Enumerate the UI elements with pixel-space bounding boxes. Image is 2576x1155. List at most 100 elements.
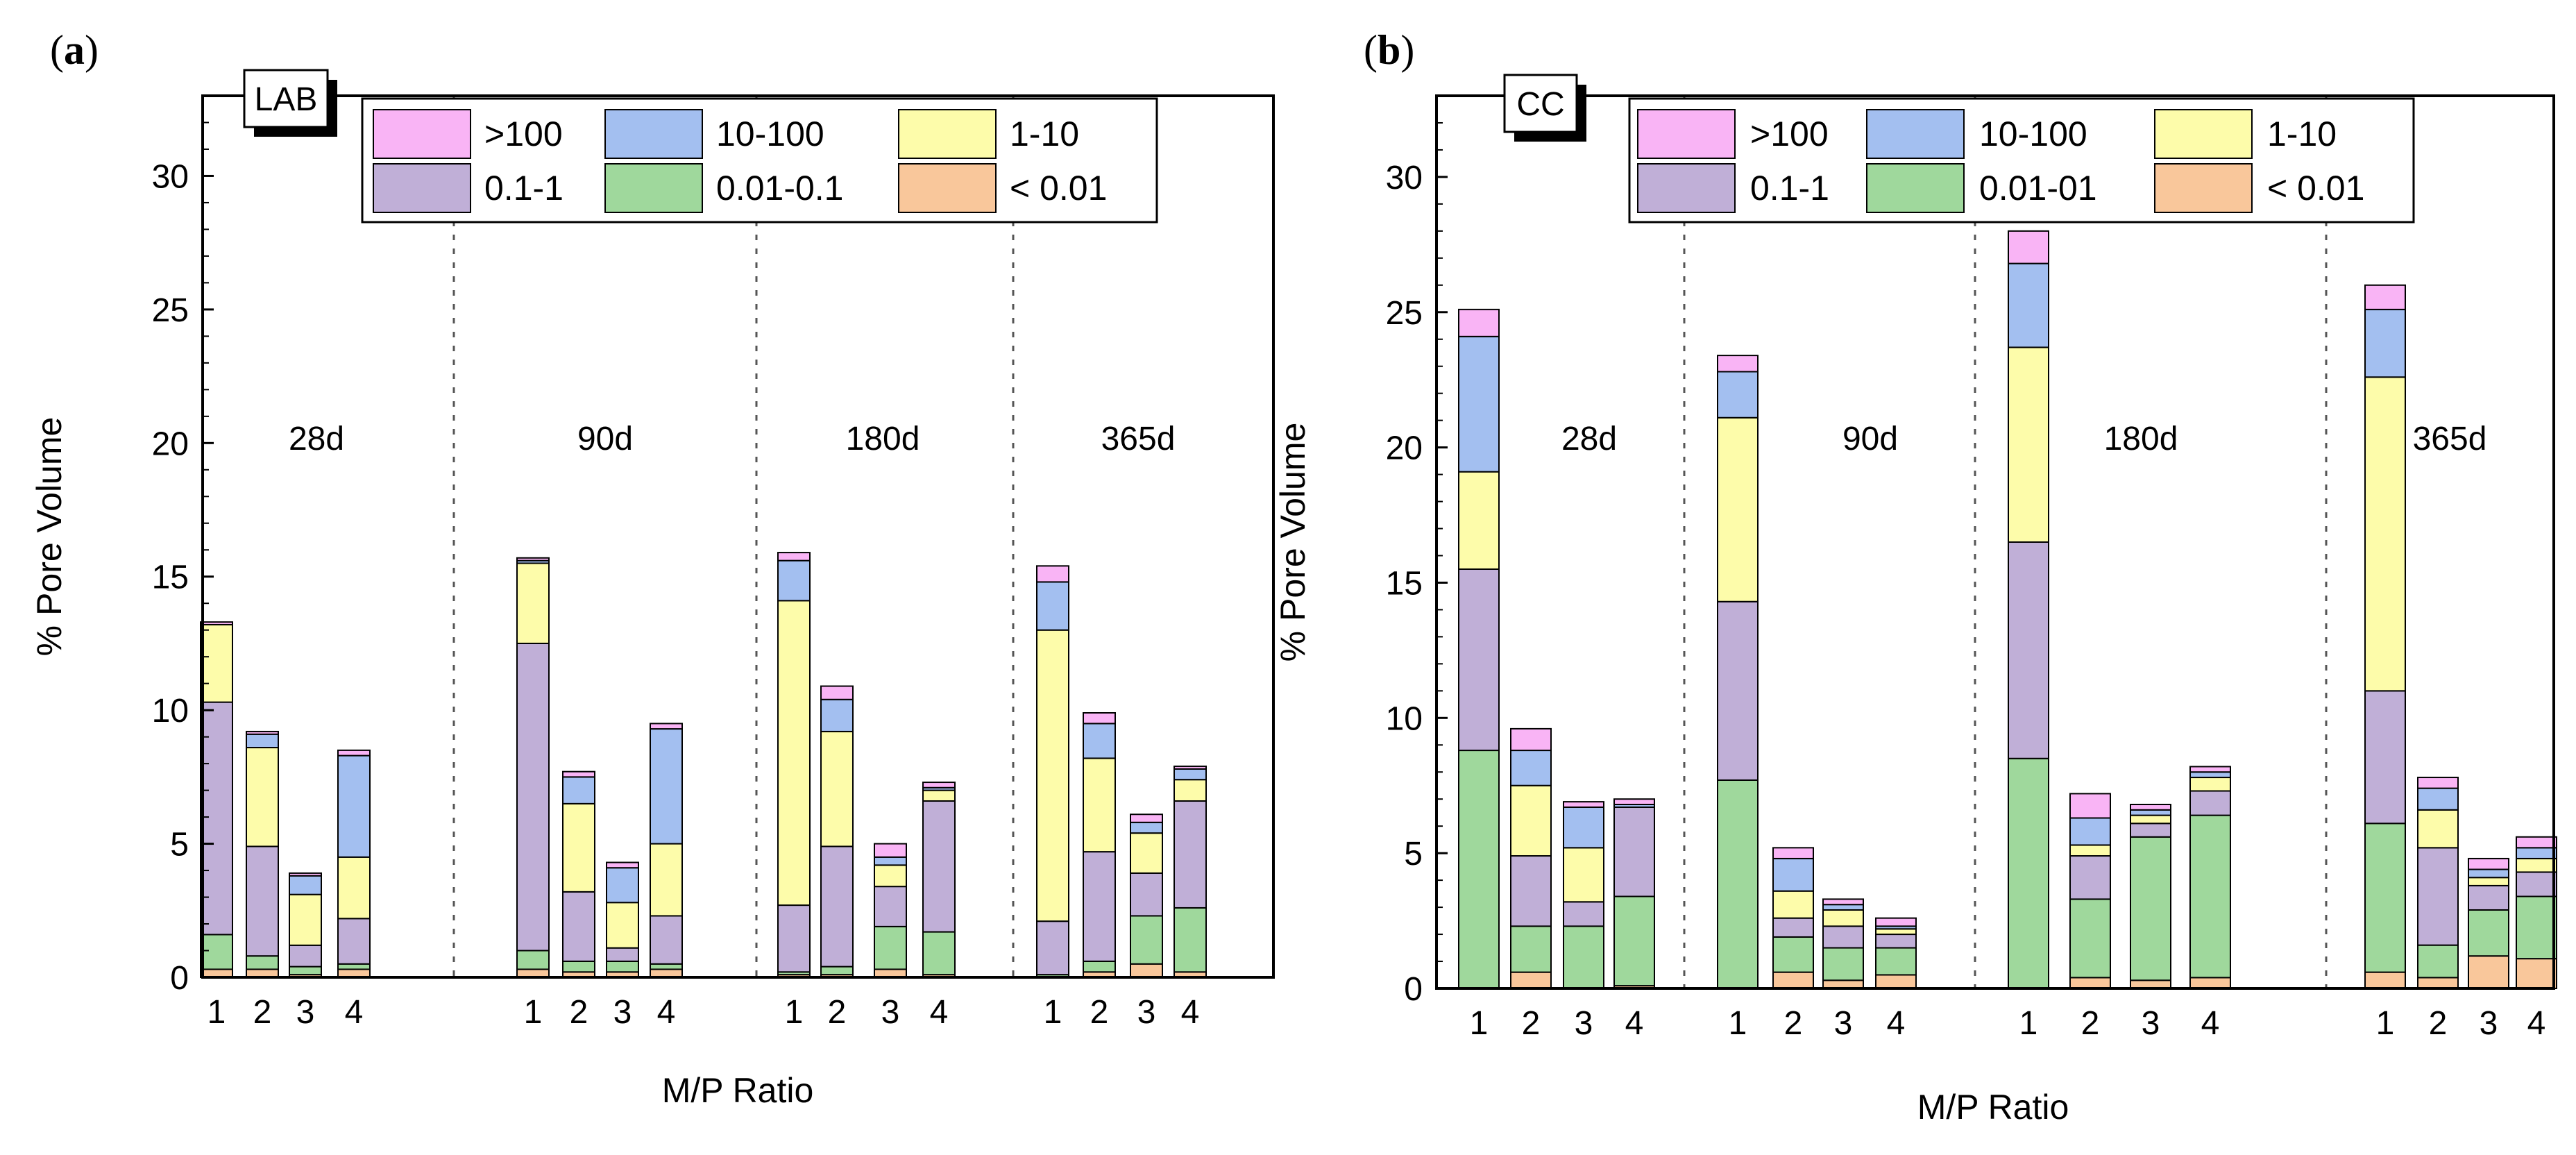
bar-segment	[1717, 371, 1759, 419]
bar-segment	[1083, 851, 1116, 962]
bar-segment	[2008, 757, 2049, 989]
bar-segment	[2069, 844, 2111, 857]
legend-label: 1-10	[1010, 115, 1079, 153]
panel-a-tag: LAB	[243, 69, 337, 137]
bar-segment	[2516, 847, 2557, 859]
bar-segment	[2189, 766, 2231, 773]
x-tick-label: 4	[345, 994, 364, 1031]
bar-segment	[777, 559, 811, 602]
bar-segment	[1875, 928, 1917, 936]
bar-segment	[200, 624, 233, 703]
y-tick-label: 0	[170, 960, 189, 997]
bar-segment	[1130, 813, 1163, 823]
y-tick-label: 30	[1386, 160, 1423, 196]
bar-segment	[1510, 971, 1552, 989]
bar-segment	[874, 864, 907, 888]
bar-segment	[2516, 857, 2557, 873]
x-tick-label: 4	[2527, 1005, 2546, 1042]
bar-segment	[1563, 801, 1604, 808]
bar-segment	[2069, 898, 2111, 979]
bar-segment	[1036, 581, 1069, 631]
legend-label: 0.1-1	[484, 169, 564, 208]
group-label: 180d	[846, 421, 920, 457]
bar-segment	[562, 776, 595, 804]
bar-segment	[2417, 977, 2459, 989]
bar-segment	[2516, 958, 2557, 989]
bar-segment	[650, 915, 683, 965]
bar-segment	[2364, 971, 2406, 989]
bar-segment	[1510, 855, 1552, 927]
bar-segment	[1772, 936, 1814, 973]
x-tick-label: 2	[828, 994, 847, 1031]
panel-b-legend: >100 10-100 1-10 0.1-1 0.01-01 < 0.01	[1628, 97, 2415, 224]
bar-segment	[1822, 909, 1864, 927]
bar-segment	[1173, 768, 1207, 781]
group-label: 365d	[1101, 421, 1176, 457]
bar-segment	[289, 875, 322, 895]
legend-swatch	[898, 109, 997, 159]
bar-segment	[2130, 804, 2171, 811]
bar-segment	[2364, 376, 2406, 692]
bar-segment	[516, 562, 550, 644]
bar-segment	[337, 918, 371, 965]
panel-a-y-axis-title: % Pore Volume	[30, 417, 69, 657]
bar-segment	[650, 963, 683, 970]
bar-segment	[337, 749, 371, 757]
bar-segment	[246, 747, 279, 848]
bar-segment	[1875, 974, 1917, 989]
x-tick-label: 1	[785, 994, 804, 1031]
bar-segment	[246, 845, 279, 957]
legend-label: < 0.01	[1010, 169, 1107, 208]
bar-segment	[562, 802, 595, 893]
legend-swatch	[373, 109, 471, 159]
bar-segment	[2069, 817, 2111, 846]
bar-segment	[922, 789, 956, 802]
bar-segment	[200, 621, 233, 625]
bar-segment	[2468, 868, 2509, 879]
legend-swatch	[604, 163, 703, 213]
bar-segment	[2008, 346, 2049, 543]
legend-swatch	[1637, 109, 1736, 159]
bar-segment	[1173, 779, 1207, 802]
panel-b-x-axis-title: M/P Ratio	[1917, 1088, 2069, 1127]
x-tick-label: 3	[1834, 1005, 1853, 1042]
bar-segment	[289, 893, 322, 946]
x-tick-label: 4	[2201, 1005, 2220, 1042]
bar-segment	[1130, 821, 1163, 834]
x-tick-label: 3	[1575, 1005, 1593, 1042]
bar-segment	[1613, 895, 1655, 987]
bar-segment	[2516, 895, 2557, 960]
x-tick-label: 3	[296, 994, 315, 1031]
x-tick-label: 3	[881, 994, 900, 1031]
legend-swatch	[2154, 163, 2253, 213]
bar-segment	[516, 642, 550, 952]
bar-segment	[1173, 765, 1207, 770]
bar-segment	[2468, 955, 2509, 989]
bar-segment	[1173, 907, 1207, 973]
panel-b-gridlines	[1683, 96, 2328, 988]
y-tick-label: 10	[152, 693, 189, 730]
bar-segment	[922, 800, 956, 933]
bar-segment	[606, 861, 639, 869]
bar-segment	[2130, 809, 2171, 816]
bar-segment	[820, 698, 854, 732]
bar-segment	[1875, 934, 1917, 949]
legend-label: 10-100	[716, 115, 824, 153]
bar-segment	[2189, 790, 2231, 816]
bar-segment	[1130, 832, 1163, 874]
bar-segment	[2069, 793, 2111, 819]
legend-label: 10-100	[1979, 115, 2087, 153]
bar-segment	[562, 960, 595, 973]
x-tick-label: 3	[613, 994, 632, 1031]
bar-segment	[1036, 629, 1069, 922]
bar-segment	[289, 944, 322, 968]
bar-segment	[2069, 855, 2111, 900]
bar-segment	[2069, 977, 2111, 989]
bar-segment	[2130, 836, 2171, 981]
bar-segment	[1083, 757, 1116, 853]
bar-segment	[337, 754, 371, 858]
panel-b-group-labels: 28d 90d 180d 365d	[1561, 421, 2486, 457]
bar-segment	[1563, 925, 1604, 990]
